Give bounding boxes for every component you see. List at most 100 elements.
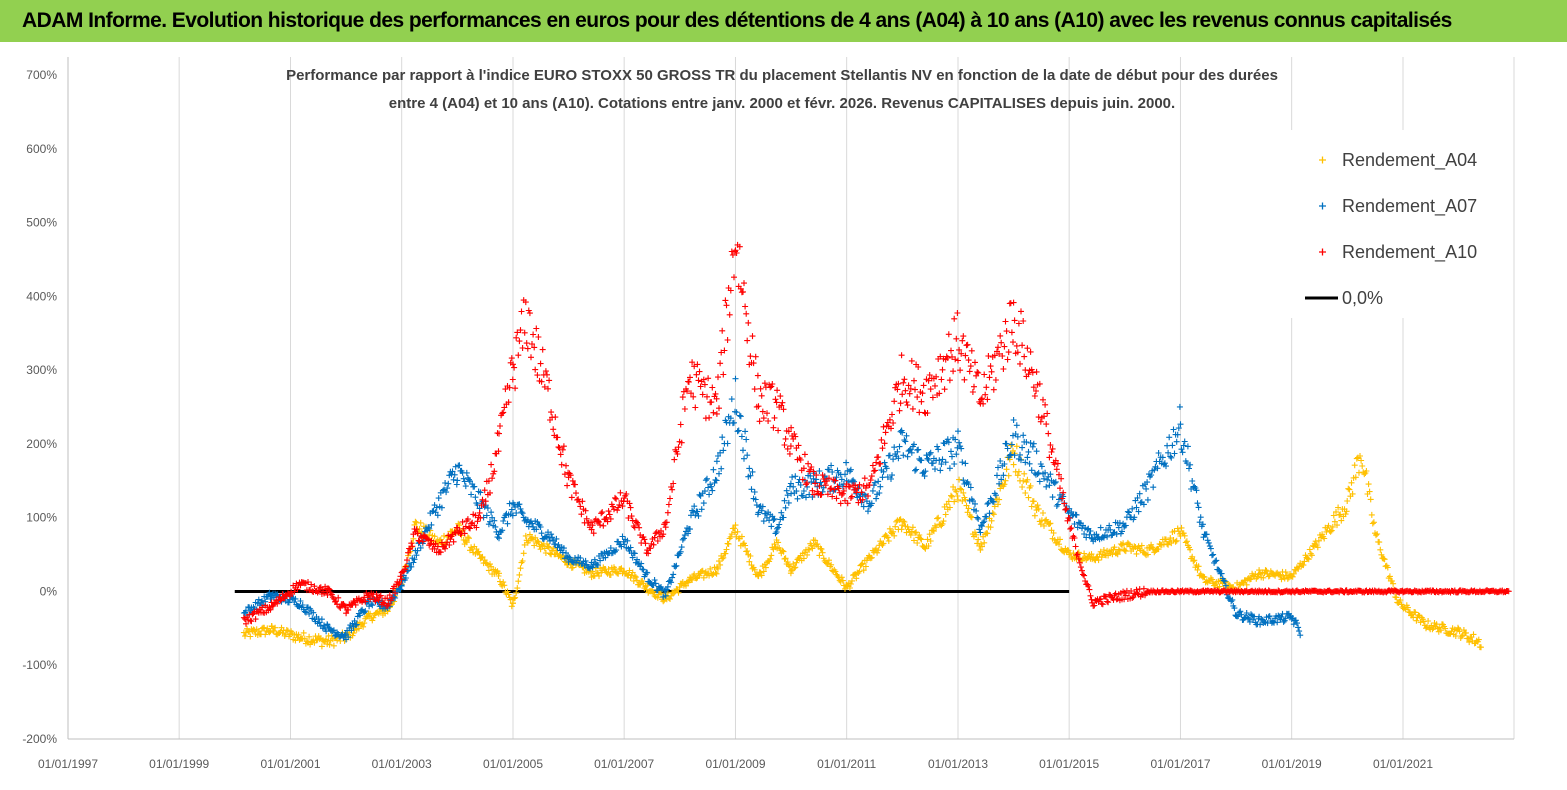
data-point xyxy=(539,346,546,353)
data-point xyxy=(710,409,717,416)
x-tick-label: 01/01/2017 xyxy=(1150,757,1210,771)
data-point xyxy=(1429,626,1436,633)
data-point xyxy=(902,387,909,394)
data-point xyxy=(853,489,860,496)
data-point xyxy=(1404,604,1411,611)
data-point xyxy=(1168,540,1175,547)
data-point xyxy=(852,482,859,489)
y-tick-label: 700% xyxy=(26,68,57,82)
y-axis-ticks: 700% 600% 500% 400% 300% 200% 100% 0% -100% -200% xyxy=(22,68,57,746)
data-point xyxy=(908,528,915,535)
data-point xyxy=(769,381,776,387)
data-point xyxy=(1099,601,1106,608)
data-point xyxy=(839,490,846,497)
data-point xyxy=(861,475,868,482)
data-point xyxy=(747,353,754,360)
data-point xyxy=(1002,477,1009,484)
x-tick-label: 01/01/2021 xyxy=(1373,757,1433,771)
data-point xyxy=(651,534,658,541)
data-point xyxy=(1015,468,1022,475)
data-point xyxy=(723,546,730,553)
data-point xyxy=(1033,368,1040,375)
data-point xyxy=(516,571,523,578)
data-point xyxy=(1180,442,1187,449)
data-point xyxy=(915,364,922,370)
data-point xyxy=(955,496,961,503)
data-point xyxy=(520,550,527,557)
data-point xyxy=(1013,443,1020,450)
data-point xyxy=(1248,611,1254,618)
data-point xyxy=(442,480,449,486)
data-point xyxy=(1020,477,1027,484)
data-point xyxy=(756,418,763,425)
data-point xyxy=(478,554,485,561)
banner: ADAM Informe. Evolution historique des p… xyxy=(0,0,1567,42)
data-point xyxy=(843,459,850,466)
data-point xyxy=(1209,552,1215,559)
data-point xyxy=(1011,452,1018,459)
data-point xyxy=(916,532,923,538)
data-point xyxy=(1218,570,1225,577)
data-point xyxy=(1095,557,1102,564)
x-tick-label: 01/01/2019 xyxy=(1262,757,1322,771)
data-point xyxy=(924,410,931,416)
data-point xyxy=(1082,578,1089,584)
data-point xyxy=(895,455,902,462)
data-point xyxy=(738,533,745,540)
data-point xyxy=(1027,348,1034,355)
data-point xyxy=(810,475,817,482)
data-point xyxy=(1246,618,1253,625)
data-point xyxy=(856,481,863,488)
data-point xyxy=(611,506,617,513)
data-point xyxy=(274,600,281,607)
y-tick-label: 300% xyxy=(26,363,57,377)
data-point xyxy=(413,526,420,533)
data-point xyxy=(901,376,908,383)
data-point xyxy=(723,302,730,309)
data-point xyxy=(644,569,651,576)
data-point xyxy=(505,399,512,406)
data-point xyxy=(532,534,539,541)
data-point xyxy=(345,634,352,641)
data-point xyxy=(487,489,493,496)
data-point xyxy=(1052,478,1059,485)
data-point xyxy=(877,483,884,490)
data-point xyxy=(602,554,609,561)
data-point xyxy=(747,472,754,479)
data-point xyxy=(828,561,835,568)
data-point xyxy=(1266,613,1273,620)
data-point xyxy=(409,543,416,550)
data-point xyxy=(828,485,835,492)
data-point xyxy=(903,529,910,536)
data-point xyxy=(1033,448,1040,455)
data-point xyxy=(462,537,469,544)
data-point xyxy=(654,538,661,544)
data-point xyxy=(996,496,1003,503)
data-point xyxy=(1191,557,1198,564)
data-point xyxy=(1235,613,1242,620)
data-point xyxy=(267,606,274,613)
data-point xyxy=(849,577,855,584)
data-point xyxy=(301,608,308,615)
data-point xyxy=(1413,617,1420,624)
x-tick-label: 01/01/2011 xyxy=(817,757,876,771)
data-point xyxy=(1062,506,1069,513)
data-point xyxy=(362,598,369,605)
data-point xyxy=(1353,455,1360,462)
data-point xyxy=(1074,524,1081,531)
data-point xyxy=(1083,534,1090,541)
data-point xyxy=(310,609,317,616)
data-point xyxy=(1056,471,1062,478)
data-point xyxy=(315,588,322,595)
data-point xyxy=(732,375,739,382)
data-point xyxy=(797,456,804,463)
data-point xyxy=(545,529,551,536)
data-point xyxy=(1327,528,1334,535)
data-point xyxy=(908,357,915,364)
data-point xyxy=(862,563,869,570)
data-point xyxy=(1349,490,1356,497)
data-point xyxy=(480,502,487,508)
data-point xyxy=(438,539,445,546)
data-point xyxy=(1193,487,1200,494)
data-point xyxy=(918,398,925,405)
